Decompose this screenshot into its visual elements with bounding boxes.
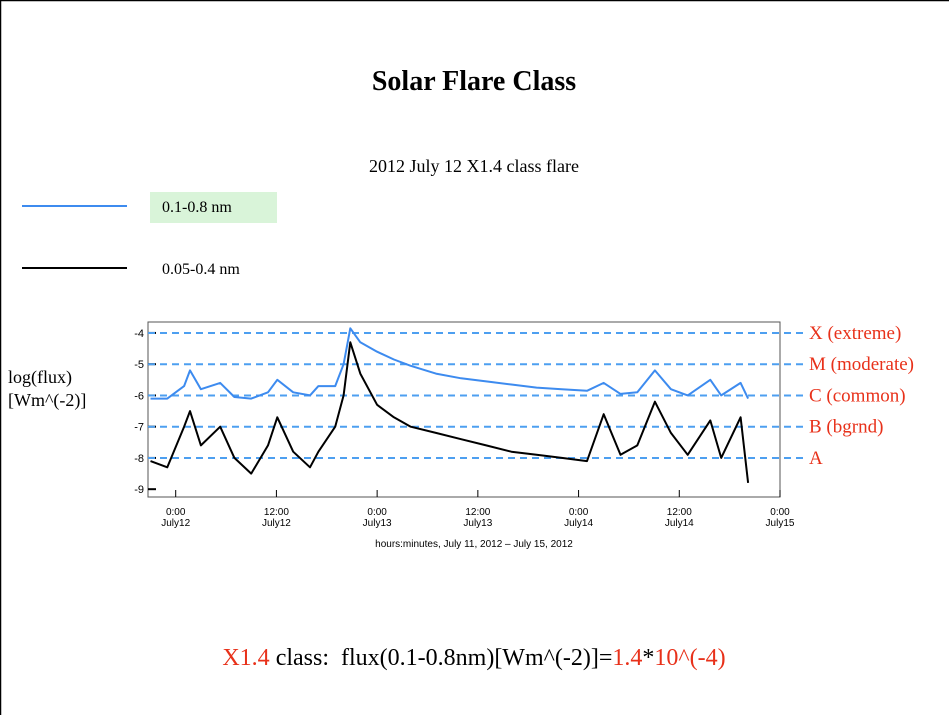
y-tick-label: -7 — [134, 422, 144, 434]
legend-highlight — [150, 192, 277, 223]
x-tick-label: 0:00 July13 — [363, 507, 392, 529]
threshold-label: M (moderate) — [809, 354, 914, 375]
y-tick-label: -9 — [134, 484, 144, 496]
x-tick-label: 0:00 July15 — [766, 507, 795, 529]
y-axis-label: log(flux) — [8, 367, 72, 388]
formula-part: * — [642, 645, 654, 671]
threshold-label: X (extreme) — [809, 323, 901, 344]
series-line — [150, 327, 750, 400]
y-tick-label: -5 — [134, 359, 144, 371]
y-axis-label: [Wm^(-2)] — [8, 390, 86, 411]
formula-part: class: flux(0.1-0.8nm)[Wm^(-2)]= — [270, 645, 613, 671]
y-tick-label: -6 — [134, 390, 144, 402]
threshold-label: B (bgrnd) — [809, 417, 883, 438]
formula-part: 10^(-4) — [654, 645, 725, 671]
x-tick-label: 0:00 July14 — [564, 507, 593, 529]
x-tick-label: 12:00 July13 — [463, 507, 492, 529]
series-line — [150, 341, 750, 484]
y-tick-label: -8 — [134, 453, 144, 465]
x-tick-label: 0:00 July12 — [161, 507, 190, 529]
legend-label: 0.05-0.4 nm — [162, 261, 240, 278]
title: Solar Flare Class — [372, 66, 576, 97]
formula-part: 1.4 — [612, 645, 642, 671]
formula-part: X1.4 — [222, 645, 269, 671]
x-axis-label: hours:minutes, July 11, 2012 – July 15, … — [375, 539, 573, 550]
threshold-label: C (common) — [809, 385, 906, 406]
x-tick-label: 12:00 July14 — [665, 507, 694, 529]
plot-frame — [147, 321, 781, 498]
subtitle: 2012 July 12 X1.4 class flare — [369, 156, 579, 176]
formula: X1.4 class: flux(0.1-0.8nm)[Wm^(-2)]=1.4… — [222, 645, 725, 671]
x-tick-label: 12:00 July12 — [262, 507, 291, 529]
legend-label: 0.1-0.8 nm — [162, 199, 232, 216]
threshold-label: A — [809, 448, 823, 469]
y-tick-label: -4 — [134, 328, 144, 340]
